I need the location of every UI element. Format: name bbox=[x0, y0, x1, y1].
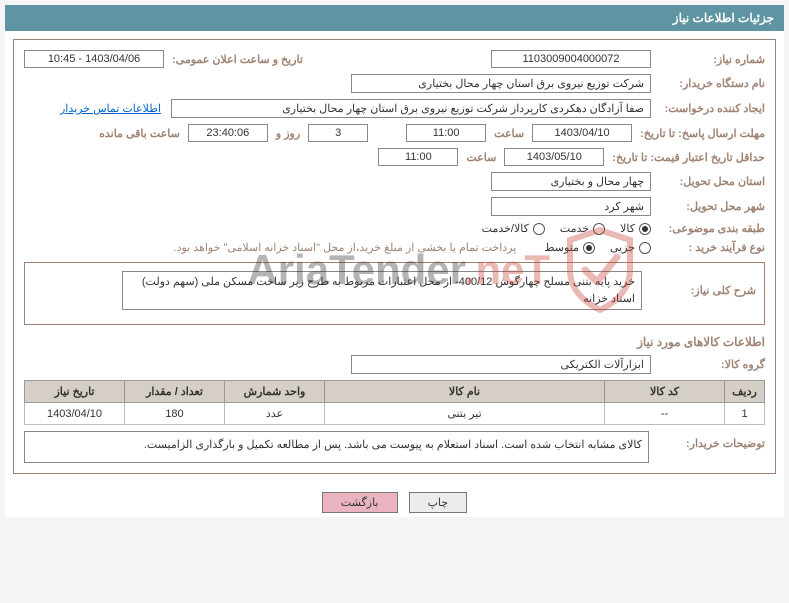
radio-service[interactable]: خدمت bbox=[560, 222, 605, 235]
radio-medium-icon bbox=[583, 242, 595, 254]
deadline-label: مهلت ارسال پاسخ: تا تاریخ: bbox=[636, 127, 765, 140]
row-process: نوع فرآیند خرید : جزیی متوسط پرداخت تمام… bbox=[24, 241, 765, 254]
main-panel: جزئیات اطلاعات نیاز شماره نیاز: 11030090… bbox=[5, 5, 784, 517]
cell-qty: 180 bbox=[125, 403, 225, 425]
goods-table: ردیف کد کالا نام کالا واحد شمارش تعداد /… bbox=[24, 380, 765, 425]
buyer-value: شرکت توزیع نیروی برق استان چهار محال بخت… bbox=[351, 74, 651, 93]
col-qty: تعداد / مقدار bbox=[125, 381, 225, 403]
cell-code: -- bbox=[605, 403, 725, 425]
row-city: شهر محل تحویل: شهر کرد bbox=[24, 197, 765, 216]
summary-label: شرح کلی نیاز: bbox=[646, 284, 756, 297]
countdown: 23:40:06 bbox=[188, 124, 268, 142]
radio-partial-icon bbox=[639, 242, 651, 254]
goods-section-title: اطلاعات کالاهای مورد نیاز bbox=[24, 335, 765, 349]
buyer-label: نام دستگاه خریدار: bbox=[655, 77, 765, 90]
radio-both-label: کالا/خدمت bbox=[482, 222, 529, 235]
cell-unit: عدد bbox=[225, 403, 325, 425]
contact-link[interactable]: اطلاعات تماس خریدار bbox=[60, 102, 161, 115]
announce-value: 1403/04/06 - 10:45 bbox=[24, 50, 164, 68]
row-goods-group: گروه کالا: ابزارآلات الکتریکی bbox=[24, 355, 765, 374]
cell-name: تیر بتنی bbox=[325, 403, 605, 425]
deadline-time: 11:00 bbox=[406, 124, 486, 142]
row-requester: ایجاد کننده درخواست: صفا آزادگان دهکردی … bbox=[24, 99, 765, 118]
button-bar: چاپ بازگشت bbox=[5, 482, 784, 517]
radio-partial[interactable]: جزیی bbox=[610, 241, 651, 254]
goods-group-value: ابزارآلات الکتریکی bbox=[351, 355, 651, 374]
row-category: طبقه بندی موضوعی: کالا خدمت کالا/خدمت bbox=[24, 222, 765, 235]
validity-date: 1403/05/10 bbox=[504, 148, 604, 166]
category-radios: کالا خدمت کالا/خدمت bbox=[482, 222, 651, 235]
radio-service-label: خدمت bbox=[560, 222, 589, 235]
time-label-1: ساعت bbox=[490, 127, 528, 140]
province-value: چهار محال و بختیاری bbox=[491, 172, 651, 191]
days-and: روز و bbox=[272, 127, 304, 140]
requester-label: ایجاد کننده درخواست: bbox=[655, 102, 765, 115]
notes-label: توضیحات خریدار: bbox=[655, 431, 765, 463]
radio-service-icon bbox=[593, 223, 605, 235]
radio-goods-label: کالا bbox=[620, 222, 635, 235]
col-idx: ردیف bbox=[725, 381, 765, 403]
radio-both[interactable]: کالا/خدمت bbox=[482, 222, 545, 235]
province-label: استان محل تحویل: bbox=[655, 175, 765, 188]
validity-time: 11:00 bbox=[378, 148, 458, 166]
summary-section: شرح کلی نیاز: خرید پایه بتنی مسلح چهارگو… bbox=[24, 262, 765, 325]
back-button[interactable]: بازگشت bbox=[322, 492, 398, 513]
row-summary: شرح کلی نیاز: خرید پایه بتنی مسلح چهارگو… bbox=[33, 271, 756, 310]
requester-value: صفا آزادگان دهکردی کارپرداز شرکت توزیع ن… bbox=[171, 99, 651, 118]
radio-medium[interactable]: متوسط bbox=[544, 241, 595, 254]
cell-idx: 1 bbox=[725, 403, 765, 425]
need-no-label: شماره نیاز: bbox=[655, 53, 765, 66]
row-notes: توضیحات خریدار: کالای مشابه انتخاب شده ا… bbox=[24, 431, 765, 463]
panel-body: شماره نیاز: 1103009004000072 تاریخ و ساع… bbox=[13, 39, 776, 474]
col-date: تاریخ نیاز bbox=[25, 381, 125, 403]
category-label: طبقه بندی موضوعی: bbox=[655, 222, 765, 235]
process-radios: جزیی متوسط bbox=[544, 241, 651, 254]
announce-label: تاریخ و ساعت اعلان عمومی: bbox=[168, 53, 307, 66]
table-header-row: ردیف کد کالا نام کالا واحد شمارش تعداد /… bbox=[25, 381, 765, 403]
summary-value: خرید پایه بتنی مسلح چهارگوش 400/12- از م… bbox=[122, 271, 642, 310]
radio-medium-label: متوسط bbox=[544, 241, 579, 254]
col-name: نام کالا bbox=[325, 381, 605, 403]
remaining-label: ساعت باقی مانده bbox=[95, 127, 184, 140]
radio-goods-icon bbox=[639, 223, 651, 235]
days-count: 3 bbox=[308, 124, 368, 142]
print-button[interactable]: چاپ bbox=[409, 492, 468, 513]
city-label: شهر محل تحویل: bbox=[655, 200, 765, 213]
panel-header: جزئیات اطلاعات نیاز bbox=[5, 5, 784, 31]
row-deadline: مهلت ارسال پاسخ: تا تاریخ: 1403/04/10 سا… bbox=[24, 124, 765, 142]
time-label-2: ساعت bbox=[462, 151, 500, 164]
process-label: نوع فرآیند خرید : bbox=[655, 241, 765, 254]
row-province: استان محل تحویل: چهار محال و بختیاری bbox=[24, 172, 765, 191]
col-unit: واحد شمارش bbox=[225, 381, 325, 403]
table-row: 1 -- تیر بتنی عدد 180 1403/04/10 bbox=[25, 403, 765, 425]
goods-group-label: گروه کالا: bbox=[655, 358, 765, 371]
payment-note: پرداخت تمام یا بخشی از مبلغ خرید،از محل … bbox=[174, 241, 517, 254]
col-code: کد کالا bbox=[605, 381, 725, 403]
validity-label: حداقل تاریخ اعتبار قیمت: تا تاریخ: bbox=[608, 151, 765, 164]
deadline-date: 1403/04/10 bbox=[532, 124, 632, 142]
notes-value: کالای مشابه انتخاب شده است. اسناد استعلا… bbox=[24, 431, 649, 463]
radio-partial-label: جزیی bbox=[610, 241, 635, 254]
row-need-no: شماره نیاز: 1103009004000072 تاریخ و ساع… bbox=[24, 50, 765, 68]
city-value: شهر کرد bbox=[491, 197, 651, 216]
row-validity: حداقل تاریخ اعتبار قیمت: تا تاریخ: 1403/… bbox=[24, 148, 765, 166]
radio-both-icon bbox=[533, 223, 545, 235]
radio-goods[interactable]: کالا bbox=[620, 222, 651, 235]
cell-date: 1403/04/10 bbox=[25, 403, 125, 425]
need-no-value: 1103009004000072 bbox=[491, 50, 651, 68]
row-buyer: نام دستگاه خریدار: شرکت توزیع نیروی برق … bbox=[24, 74, 765, 93]
